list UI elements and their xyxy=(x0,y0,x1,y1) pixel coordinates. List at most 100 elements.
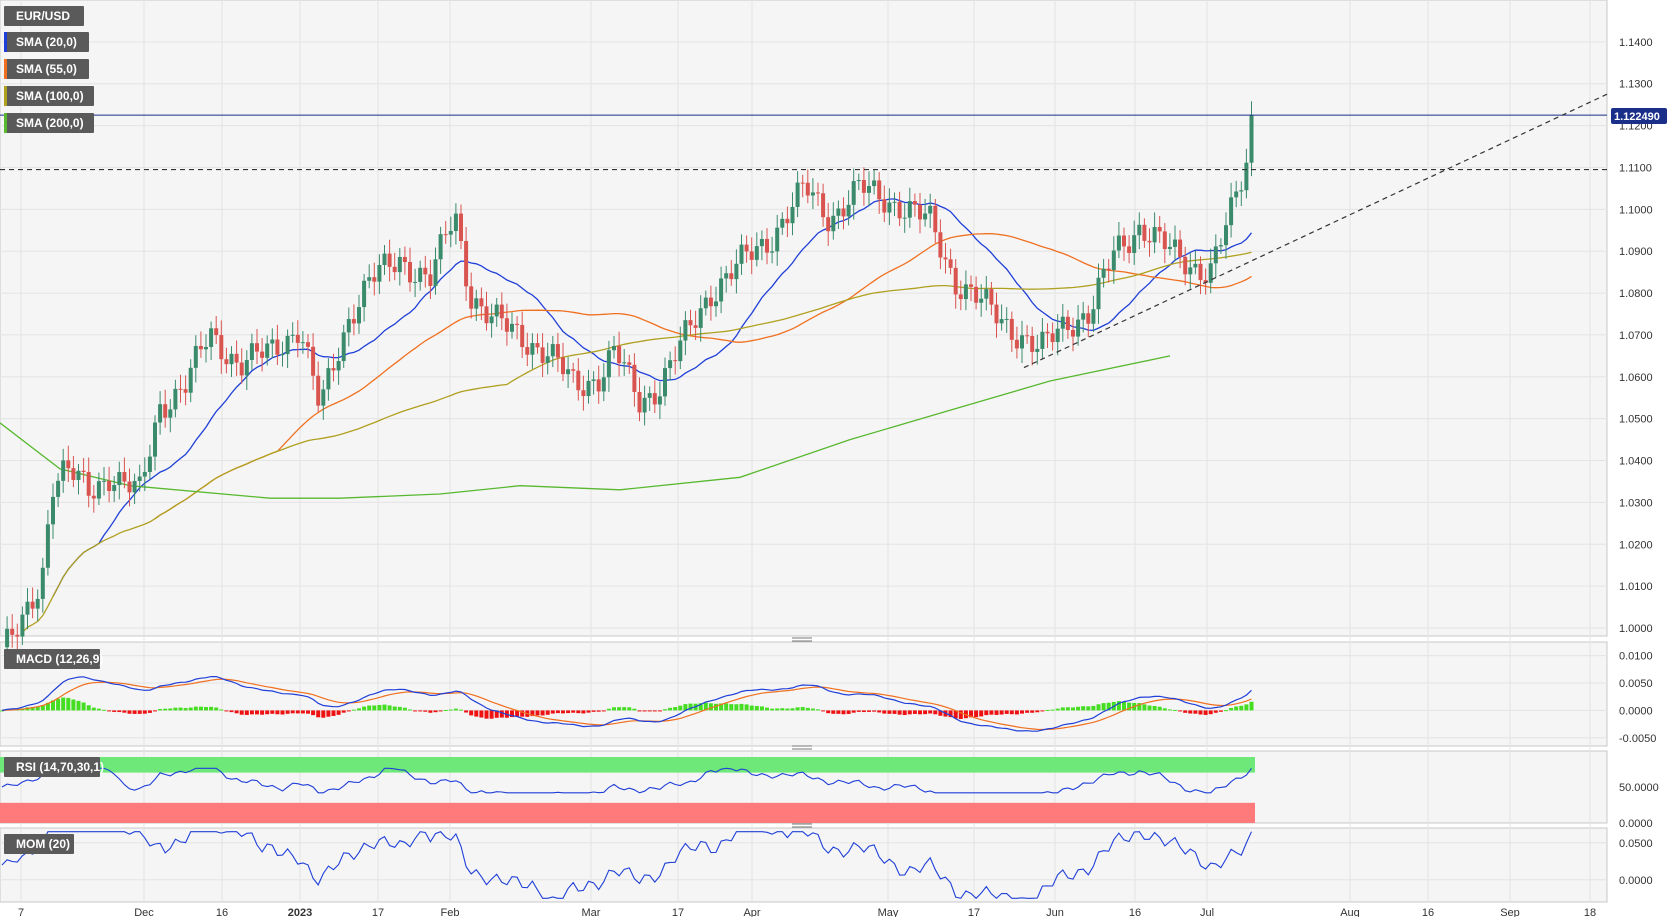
candle-body xyxy=(387,253,392,267)
candle-body xyxy=(637,392,642,413)
candle-body xyxy=(540,347,545,363)
current-price-label: 1.122490 xyxy=(1614,111,1660,123)
candle-body xyxy=(117,472,122,486)
mom-y-tick-label: 0.0500 xyxy=(1619,838,1653,850)
mom-y-tick-label: 0.0000 xyxy=(1619,875,1653,887)
macd-histogram-bar xyxy=(183,708,188,711)
candle-body xyxy=(275,339,280,355)
macd-histogram-bar xyxy=(1213,710,1218,713)
legend-mom[interactable]: MOM (20) xyxy=(4,834,74,854)
x-tick-label: May xyxy=(878,907,899,917)
candle-body xyxy=(260,351,265,358)
macd-histogram-bar xyxy=(520,710,525,717)
candle-body xyxy=(999,319,1004,324)
macd-histogram-bar xyxy=(1096,704,1101,711)
macd-histogram-bar xyxy=(336,710,341,715)
macd-histogram-bar xyxy=(1050,709,1055,711)
candle-body xyxy=(382,253,387,265)
macd-histogram-bar xyxy=(994,710,999,715)
candle-body xyxy=(239,362,244,376)
candle-body xyxy=(464,241,469,287)
y-tick-label: 1.1300 xyxy=(1619,79,1653,91)
legend-sma20[interactable]: SMA (20,0) xyxy=(4,32,89,52)
macd-histogram-bar xyxy=(882,710,887,714)
candle-body xyxy=(1183,256,1188,275)
candle-body xyxy=(1055,328,1060,343)
macd-histogram-bar xyxy=(178,707,183,711)
macd-histogram-bar xyxy=(163,708,168,711)
candle-body xyxy=(851,181,856,205)
macd-histogram-bar xyxy=(1116,701,1121,711)
candle-body xyxy=(1132,235,1137,253)
macd-histogram-bar xyxy=(550,710,555,714)
candle-body xyxy=(520,324,525,348)
candle-body xyxy=(555,344,560,358)
macd-histogram-bar xyxy=(836,710,841,714)
macd-histogram-bar xyxy=(280,710,285,715)
candle-body xyxy=(270,339,275,344)
macd-histogram-bar xyxy=(984,710,989,716)
candle-body xyxy=(1213,246,1218,264)
macd-histogram-bar xyxy=(316,710,321,718)
macd-histogram-bar xyxy=(479,710,484,718)
macd-histogram-bar xyxy=(1122,701,1126,711)
macd-histogram-bar xyxy=(637,710,642,712)
macd-histogram-bar xyxy=(928,710,933,714)
macd-histogram-bar xyxy=(0,710,4,712)
macd-histogram-bar xyxy=(856,710,861,712)
y-tick-label: 1.0800 xyxy=(1619,288,1653,300)
candle-body xyxy=(102,480,106,482)
macd-histogram-bar xyxy=(127,710,132,714)
legend-sma100[interactable]: SMA (100,0) xyxy=(4,86,94,106)
pane-resize-handle-macd[interactable] xyxy=(792,637,812,642)
macd-histogram-bar xyxy=(1224,710,1228,712)
macd-histogram-bar xyxy=(642,710,647,712)
candle-body xyxy=(178,388,183,390)
candle-body xyxy=(831,215,836,232)
rsi-y-tick-label: 50.0000 xyxy=(1619,782,1659,794)
macd-histogram-bar xyxy=(795,707,800,711)
macd-histogram-bar xyxy=(1060,707,1065,711)
legend-rsi[interactable]: RSI (14,70,30,1) xyxy=(4,757,104,777)
legend-sma200[interactable]: SMA (200,0) xyxy=(4,113,94,133)
macd-histogram-bar xyxy=(938,710,943,716)
candle-body xyxy=(234,353,239,363)
macd-histogram-bar xyxy=(193,706,198,711)
candle-body xyxy=(617,346,622,364)
candle-body xyxy=(918,204,922,220)
macd-histogram-bar xyxy=(754,706,759,711)
macd-histogram-bar xyxy=(566,710,571,714)
candle-body xyxy=(724,273,729,279)
candle-body xyxy=(800,182,805,184)
candle-body xyxy=(780,218,785,228)
candle-body xyxy=(20,614,25,637)
candle-body xyxy=(255,343,259,352)
candle-body xyxy=(249,343,254,360)
candle-body xyxy=(433,259,438,286)
x-tick-label: Feb xyxy=(441,907,460,917)
legend-sma100-label: SMA (100,0) xyxy=(16,89,84,103)
pane-resize-handle-mom[interactable] xyxy=(792,823,812,828)
pane-resize-handle-rsi[interactable] xyxy=(792,745,812,750)
macd-histogram-bar xyxy=(86,705,91,711)
candle-body xyxy=(326,368,331,390)
candle-body xyxy=(719,278,724,302)
y-tick-label: 1.1000 xyxy=(1619,204,1653,216)
macd-histogram-bar xyxy=(688,703,693,711)
legend-sma55[interactable]: SMA (55,0) xyxy=(4,59,89,79)
legend-eurusd[interactable]: EUR/USD xyxy=(4,6,84,26)
macd-histogram-bar xyxy=(1065,707,1070,711)
grid-lines xyxy=(0,0,1607,902)
macd-histogram-bar xyxy=(433,710,438,713)
x-tick-label: 7 xyxy=(18,907,24,917)
macd-histogram-bar xyxy=(999,710,1004,715)
macd-histogram-bar xyxy=(617,707,622,711)
macd-histogram-bar xyxy=(275,710,280,715)
macd-y-tick-label: 0.0100 xyxy=(1619,651,1653,663)
candle-body xyxy=(1020,335,1024,349)
legend-macd[interactable]: MACD (12,26,9) xyxy=(4,649,103,669)
macd-histogram-bar xyxy=(708,703,713,711)
rsi-series xyxy=(0,757,1255,823)
macd-histogram-bar xyxy=(341,710,346,713)
